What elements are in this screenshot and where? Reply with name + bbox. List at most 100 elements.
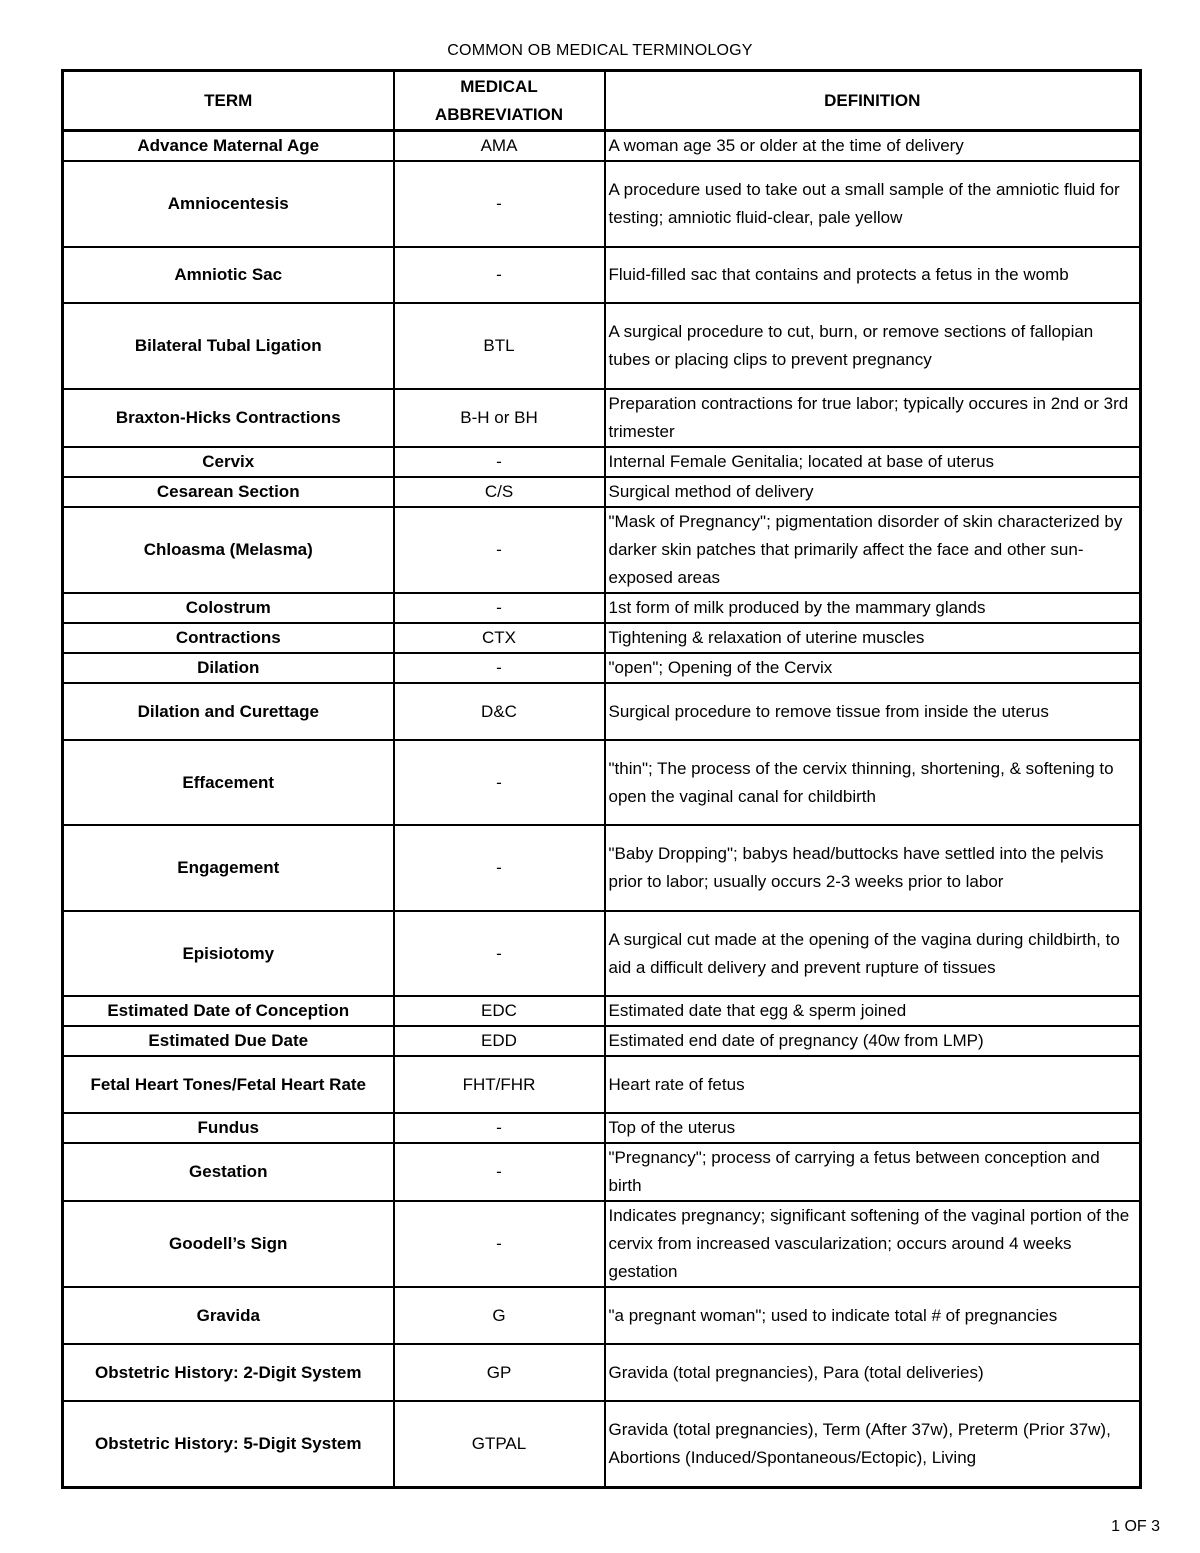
definition-cell: "thin"; The process of the cervix thinni… xyxy=(603,739,1142,826)
abbreviation-cell: - xyxy=(392,652,606,684)
abbreviation-cell: B-H or BH xyxy=(392,388,606,448)
document-title: COMMON OB MEDICAL TERMINOLOGY xyxy=(447,42,753,59)
table-row: Fetal Heart Tones/Fetal Heart Rate FHT/FH… xyxy=(61,1055,1142,1114)
definition-cell: Estimated end date of pregnancy (40w fro… xyxy=(603,1025,1142,1057)
definition-cell: A woman age 35 or older at the time of d… xyxy=(603,129,1142,162)
term-cell: Estimated Date of Conception xyxy=(61,995,395,1027)
abbreviation-cell: FHT/FHR xyxy=(392,1055,606,1114)
abbreviation-cell: - xyxy=(392,1142,606,1202)
table-row: Gestation - "Pregnancy"; process of carryi… xyxy=(61,1142,1142,1202)
header-term: TERM xyxy=(61,69,395,132)
header-abbreviation: MEDICAL ABBREVIATION xyxy=(392,69,606,132)
term-cell: Fetal Heart Tones/Fetal Heart Rate xyxy=(61,1055,395,1114)
term-cell: Bilateral Tubal Ligation xyxy=(61,302,395,390)
table-row: Contractions CTX Tightening & relaxation o… xyxy=(61,622,1142,654)
definition-cell: A procedure used to take out a small sam… xyxy=(603,160,1142,248)
definition-cell: A surgical procedure to cut, burn, or re… xyxy=(603,302,1142,390)
definition-cell: Fluid-filled sac that contains and prote… xyxy=(603,246,1142,304)
abbreviation-cell: - xyxy=(392,592,606,624)
definition-cell: Surgical procedure to remove tissue from… xyxy=(603,682,1142,741)
table-row: Estimated Due Date EDD Estimated end date … xyxy=(61,1025,1142,1057)
table-row: Fundus - Top of the uterus xyxy=(61,1112,1142,1144)
header-abbreviation-line2: ABBREVIATION xyxy=(434,104,564,124)
page-number: 1 OF 3 xyxy=(1111,1518,1160,1535)
term-cell: Obstetric History: 5-Digit System xyxy=(61,1400,395,1488)
abbreviation-cell: GP xyxy=(392,1343,606,1402)
table-row: Amniocentesis - A procedure used to take o… xyxy=(61,160,1142,248)
table-row: Dilation - "open"; Opening of the Cervix xyxy=(61,652,1142,684)
abbreviation-cell: BTL xyxy=(392,302,606,390)
definition-cell: "Mask of Pregnancy"; pigmentation disord… xyxy=(603,506,1142,594)
definition-cell: Gravida (total pregnancies), Term (After… xyxy=(603,1400,1142,1488)
term-cell: Dilation and Curettage xyxy=(61,682,395,741)
abbreviation-cell: - xyxy=(392,824,606,912)
table-row: Effacement - "thin"; The process of the ce… xyxy=(61,739,1142,826)
table-row: Cervix - Internal Female Genitalia; locate… xyxy=(61,446,1142,478)
definition-cell: Tightening & relaxation of uterine muscl… xyxy=(603,622,1142,654)
definition-cell: "a pregnant woman"; used to indicate tot… xyxy=(603,1286,1142,1345)
term-cell: Cervix xyxy=(61,446,395,478)
abbreviation-cell: - xyxy=(392,246,606,304)
abbreviation-cell: D&C xyxy=(392,682,606,741)
term-cell: Effacement xyxy=(61,739,395,826)
term-cell: Colostrum xyxy=(61,592,395,624)
abbreviation-cell: G xyxy=(392,1286,606,1345)
definition-cell: Estimated date that egg & sperm joined xyxy=(603,995,1142,1027)
abbreviation-cell: AMA xyxy=(392,129,606,162)
term-cell: Contractions xyxy=(61,622,395,654)
definition-cell: "Baby Dropping"; babys head/buttocks hav… xyxy=(603,824,1142,912)
definition-cell: 1st form of milk produced by the mammary… xyxy=(603,592,1142,624)
term-cell: Cesarean Section xyxy=(61,476,395,508)
abbreviation-cell: EDC xyxy=(392,995,606,1027)
table-row: Colostrum -1st form of milk produced by t… xyxy=(61,592,1142,624)
abbreviation-cell: - xyxy=(392,739,606,826)
term-cell: Dilation xyxy=(61,652,395,684)
abbreviation-cell: GTPAL xyxy=(392,1400,606,1488)
term-cell: Gestation xyxy=(61,1142,395,1202)
definition-cell: Internal Female Genitalia; located at ba… xyxy=(603,446,1142,478)
table-row: Dilation and Curettage D&C Surgical proced… xyxy=(61,682,1142,741)
abbreviation-cell: - xyxy=(392,160,606,248)
definition-cell: Heart rate of fetus xyxy=(603,1055,1142,1114)
table-row: Obstetric History: 5-Digit System GTPAL Gr… xyxy=(61,1400,1142,1488)
definition-cell: Surgical method of delivery xyxy=(603,476,1142,508)
term-cell: Goodell’s Sign xyxy=(61,1200,395,1288)
term-cell: Amniotic Sac xyxy=(61,246,395,304)
definition-cell: "open"; Opening of the Cervix xyxy=(603,652,1142,684)
header-abbreviation-line1: MEDICAL xyxy=(460,76,538,96)
abbreviation-cell: CTX xyxy=(392,622,606,654)
table-row: Engagement - "Baby Dropping"; babys head/b… xyxy=(61,824,1142,912)
table-row: Braxton-Hicks Contractions B-H or BH Prepa… xyxy=(61,388,1142,448)
table-row: Amniotic Sac - Fluid-filled sac that conta… xyxy=(61,246,1142,304)
definition-cell: Indicates pregnancy; significant softeni… xyxy=(603,1200,1142,1288)
table-row: Episiotomy - A surgical cut made at the op… xyxy=(61,910,1142,997)
term-cell: Amniocentesis xyxy=(61,160,395,248)
abbreviation-cell: EDD xyxy=(392,1025,606,1057)
table-body: Advance Maternal Age AMA A woman age 35 or… xyxy=(61,129,1142,1488)
table-row: Goodell’s Sign - Indicates pregnancy; sign… xyxy=(61,1200,1142,1288)
term-cell: Gravida xyxy=(61,1286,395,1345)
header-definition: DEFINITION xyxy=(603,69,1142,132)
abbreviation-cell: - xyxy=(392,446,606,478)
term-cell: Advance Maternal Age xyxy=(61,129,395,162)
header-row: TERM MEDICAL ABBREVIATION DEFINITION xyxy=(61,69,1142,132)
table-row: Advance Maternal Age AMA A woman age 35 or… xyxy=(61,129,1142,162)
term-cell: Estimated Due Date xyxy=(61,1025,395,1057)
abbreviation-cell: - xyxy=(392,506,606,594)
definition-cell: Gravida (total pregnancies), Para (total… xyxy=(603,1343,1142,1402)
definition-cell: Top of the uterus xyxy=(603,1112,1142,1144)
abbreviation-cell: - xyxy=(392,910,606,997)
definition-cell: A surgical cut made at the opening of th… xyxy=(603,910,1142,997)
term-cell: Braxton-Hicks Contractions xyxy=(61,388,395,448)
table-row: Obstetric History: 2-Digit System GP Gravi… xyxy=(61,1343,1142,1402)
table-row: Gravida G "a pregnant woman"; used to indi… xyxy=(61,1286,1142,1345)
definition-cell: Preparation contractions for true labor;… xyxy=(603,388,1142,448)
terminology-table: TERM MEDICAL ABBREVIATION DEFINITION Adva… xyxy=(61,69,1142,1489)
abbreviation-cell: C/S xyxy=(392,476,606,508)
term-cell: Chloasma (Melasma) xyxy=(61,506,395,594)
term-cell: Engagement xyxy=(61,824,395,912)
table-row: Cesarean Section C/S Surgical method of de… xyxy=(61,476,1142,508)
definition-cell: "Pregnancy"; process of carrying a fetus… xyxy=(603,1142,1142,1202)
term-cell: Obstetric History: 2-Digit System xyxy=(61,1343,395,1402)
term-cell: Episiotomy xyxy=(61,910,395,997)
